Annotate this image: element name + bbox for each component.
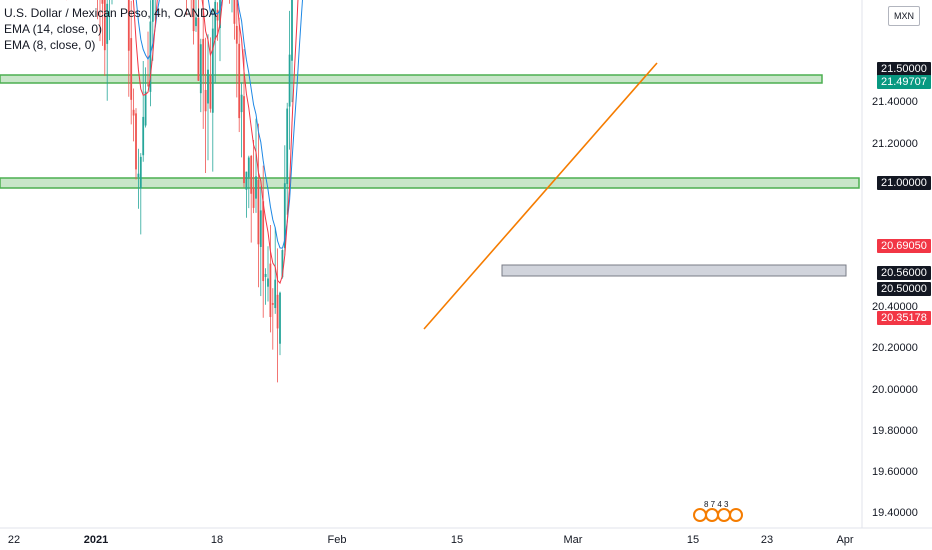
price-label-5: 20.50000 bbox=[877, 282, 931, 296]
candle-body bbox=[197, 17, 200, 81]
event-flag-icon[interactable] bbox=[705, 508, 719, 522]
legend-title: U.S. Dollar / Mexican Peso, 4h, OANDA bbox=[4, 6, 217, 20]
event-flag-icon[interactable] bbox=[717, 508, 731, 522]
legend-ema8: EMA (8, close, 0) bbox=[4, 38, 96, 52]
candle-body bbox=[283, 183, 286, 249]
y-tick-1: 19.60000 bbox=[872, 466, 918, 478]
candle-body bbox=[274, 279, 277, 309]
legend: U.S. Dollar / Mexican Peso, 4h, OANDA EM… bbox=[4, 5, 217, 53]
candle-body bbox=[142, 116, 145, 156]
candle-body bbox=[207, 69, 209, 104]
candle-body bbox=[127, 0, 130, 51]
event-flag-icon[interactable] bbox=[693, 508, 707, 522]
price-label-0: 21.50000 bbox=[877, 62, 931, 76]
event-flag-icon[interactable] bbox=[729, 508, 743, 522]
candle-body bbox=[132, 109, 135, 116]
candle-body bbox=[235, 25, 238, 44]
candle-body bbox=[276, 294, 279, 329]
green-zone-1 bbox=[0, 177, 860, 189]
candle-body bbox=[219, 0, 221, 29]
candle-body bbox=[214, 1, 217, 40]
legend-ema14: EMA (14, close, 0) bbox=[4, 22, 103, 36]
y-tick-5: 20.40000 bbox=[872, 301, 918, 313]
candle-body bbox=[281, 250, 284, 278]
candles bbox=[66, 0, 293, 383]
price-label-6: 20.35178 bbox=[877, 311, 931, 325]
candle-body bbox=[137, 173, 140, 178]
candle-body bbox=[243, 96, 245, 184]
candle-body bbox=[101, 0, 104, 4]
candle-body bbox=[255, 176, 257, 199]
green-zone-0 bbox=[0, 74, 823, 84]
price-label-2: 21.00000 bbox=[877, 176, 931, 190]
y-tick-6: 21.20000 bbox=[872, 138, 918, 150]
currency-button[interactable]: MXN bbox=[888, 6, 920, 26]
candle-body bbox=[147, 84, 149, 86]
price-label-3: 20.69050 bbox=[877, 239, 931, 253]
candle-body bbox=[264, 273, 267, 278]
y-tick-7: 21.40000 bbox=[872, 96, 918, 108]
candle-body bbox=[130, 38, 133, 100]
x-tick-9: Apr bbox=[836, 534, 853, 546]
candle-body bbox=[286, 108, 289, 185]
candle-body bbox=[202, 38, 205, 75]
candle-body bbox=[103, 0, 106, 51]
candle-body bbox=[209, 75, 212, 109]
x-tick-1: 2021 bbox=[84, 534, 108, 546]
candle-body bbox=[259, 210, 262, 247]
candle-body bbox=[106, 3, 109, 44]
events-badge-text: 8 7 4 3 bbox=[704, 500, 729, 509]
price-label-1: 21.49707 bbox=[877, 75, 931, 89]
candle-body bbox=[288, 54, 291, 107]
candle-body bbox=[144, 91, 147, 126]
x-tick-3: 18 bbox=[211, 534, 223, 546]
candle-body bbox=[192, 0, 195, 32]
events-badge-icon bbox=[693, 508, 743, 522]
candle-body bbox=[245, 171, 248, 190]
candle-body bbox=[195, 17, 197, 27]
candle-body bbox=[238, 43, 241, 119]
candle-body bbox=[216, 9, 219, 21]
x-tick-6: Mar bbox=[564, 534, 583, 546]
x-tick-5: 15 bbox=[451, 534, 463, 546]
price-label-4: 20.56000 bbox=[877, 266, 931, 280]
candle-body bbox=[135, 113, 137, 170]
candle-body bbox=[279, 292, 281, 344]
candle-body bbox=[233, 0, 236, 24]
x-tick-7: 15 bbox=[687, 534, 699, 546]
candle-body bbox=[269, 263, 272, 318]
candle-body bbox=[247, 157, 250, 178]
candle-body bbox=[151, 0, 154, 22]
trendline bbox=[423, 62, 658, 330]
x-tick-8: 23 bbox=[761, 534, 773, 546]
candle-body bbox=[204, 89, 207, 112]
candle-body bbox=[250, 155, 253, 194]
x-tick-0: 22 bbox=[8, 534, 20, 546]
candle-body bbox=[262, 201, 265, 282]
candle-body bbox=[139, 156, 142, 189]
candle-body bbox=[271, 303, 274, 305]
candle-body bbox=[199, 44, 202, 94]
y-tick-4: 20.20000 bbox=[872, 342, 918, 354]
y-tick-0: 19.40000 bbox=[872, 507, 918, 519]
candle-body bbox=[149, 21, 152, 92]
candle-body bbox=[252, 187, 255, 208]
x-tick-4: Feb bbox=[328, 534, 347, 546]
candle-body bbox=[291, 0, 293, 61]
candle-body bbox=[211, 28, 214, 113]
y-tick-2: 19.80000 bbox=[872, 425, 918, 437]
y-tick-3: 20.00000 bbox=[872, 384, 918, 396]
candle-body bbox=[257, 179, 260, 245]
support-box bbox=[501, 264, 847, 277]
candle-body bbox=[267, 278, 269, 287]
candle-body bbox=[240, 94, 243, 113]
